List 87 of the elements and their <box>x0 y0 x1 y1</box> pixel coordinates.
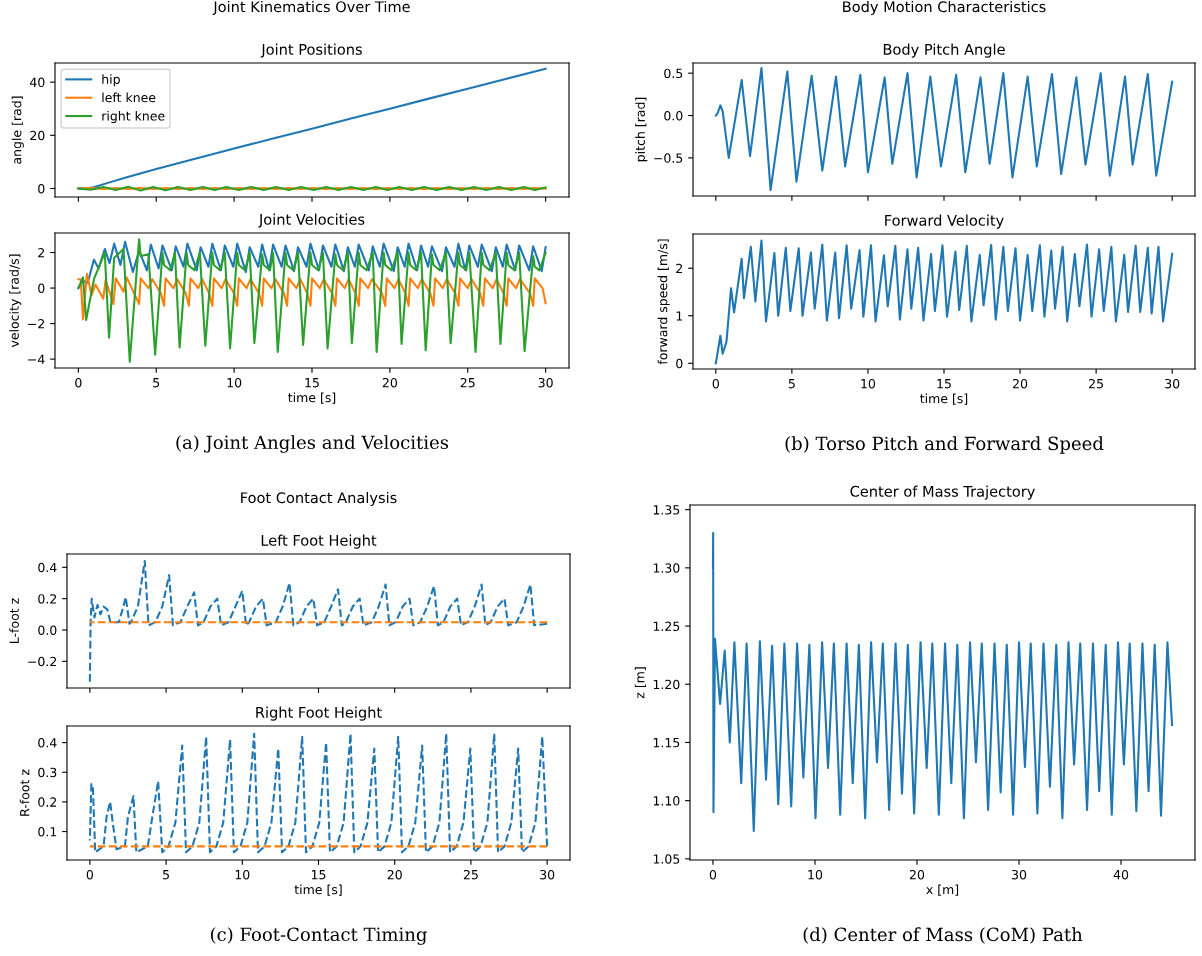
x-tick-label: 20 <box>909 869 925 880</box>
y-tick-label: 2 <box>676 263 683 273</box>
y-tick-label: 0.1 <box>38 827 57 837</box>
y-tick-label: 1.30 <box>653 563 680 573</box>
x-tick-label: 10 <box>861 378 876 389</box>
y-tick-label: 1 <box>676 311 683 321</box>
y-axis-title: velocity [rad/s] <box>9 254 22 348</box>
x-axis-title: time [s] <box>294 884 342 896</box>
y-tick-label: 20 <box>30 130 45 141</box>
text: (a) Joint Angles and Velocities <box>176 435 449 453</box>
y-tick-label: −0.5 <box>654 153 683 163</box>
y-tick-label: 1.20 <box>653 679 680 690</box>
chart-title: Body Pitch Angle <box>883 43 1005 58</box>
y-tick-label: 0.4 <box>38 562 57 573</box>
line-series <box>714 239 1174 365</box>
x-tick-label: 0 <box>712 378 719 389</box>
legend-label: left knee <box>102 92 156 103</box>
x-tick-label: 30 <box>540 869 555 880</box>
x-tick-label: 15 <box>937 379 951 389</box>
x-tick-label: 20 <box>382 377 397 388</box>
x-axis-title: time [s] <box>920 393 968 405</box>
legend-label: hip <box>102 74 120 87</box>
y-tick-label: 0 <box>676 358 683 369</box>
x-tick-label: 10 <box>808 869 823 880</box>
chart-title: Right Foot Height <box>256 706 382 721</box>
x-tick-label: 5 <box>163 870 169 880</box>
text: Body Motion Characteristics <box>843 0 1046 16</box>
y-tick-label: 0.0 <box>38 625 57 635</box>
x-tick-label: 25 <box>460 377 475 388</box>
legend-label: right knee <box>102 110 165 124</box>
y-axis-title: R-foot z <box>19 769 30 816</box>
x-tick-label: 0 <box>75 377 82 388</box>
text: (d) Center of Mass (CoM) Path <box>803 927 1083 944</box>
x-tick-label: 5 <box>153 378 160 388</box>
y-axis-title: forward speed [m/s] <box>657 239 670 365</box>
text: (c) Foot-Contact Timing <box>210 927 427 945</box>
y-tick-label: 1.35 <box>653 505 680 515</box>
x-tick-label: 0 <box>86 869 94 880</box>
text: Joint Kinematics Over Time <box>212 0 410 15</box>
x-tick-label: 10 <box>227 377 242 388</box>
y-tick-label: 0.5 <box>664 68 683 79</box>
x-tick-label: 25 <box>463 869 478 880</box>
text: (b) Torso Pitch and Forward Speed <box>785 436 1104 454</box>
y-tick-label: −2 <box>28 319 45 329</box>
x-tick-label: 20 <box>1013 378 1028 389</box>
x-tick-label: 10 <box>235 869 250 880</box>
y-tick-label: 0.4 <box>38 738 57 748</box>
chart-title: Forward Velocity <box>885 214 1004 229</box>
x-tick-label: 25 <box>1089 378 1103 389</box>
line-series <box>77 238 547 363</box>
chart-title: Center of Mass Trajectory <box>850 485 1035 500</box>
y-tick-label: 1.25 <box>653 621 680 631</box>
y-axis-title: angle [rad] <box>11 96 24 164</box>
x-tick-label: 15 <box>305 378 319 388</box>
y-tick-label: 1.10 <box>653 796 680 806</box>
y-tick-label: 0.3 <box>38 767 57 778</box>
chart-title: Joint Positions <box>260 43 362 58</box>
line-series <box>711 531 1174 832</box>
y-tick-label: 1.05 <box>653 854 680 864</box>
line-series <box>714 67 1174 192</box>
x-axis-title: x [m] <box>926 884 959 896</box>
x-tick-label: 30 <box>1012 869 1027 880</box>
y-axis-title: pitch [rad] <box>635 97 648 162</box>
y-tick-label: 40 <box>29 77 45 88</box>
x-tick-label: 15 <box>311 870 326 880</box>
text: Foot Contact Analysis <box>241 491 397 507</box>
x-tick-label: 30 <box>1165 378 1180 389</box>
x-tick-label: 0 <box>709 869 717 880</box>
y-axis-title: z [m] <box>634 667 646 699</box>
y-tick-label: 0.2 <box>38 594 57 604</box>
y-tick-label: 0.0 <box>664 110 683 121</box>
y-tick-label: 1.15 <box>653 738 680 748</box>
x-axis-title: time [s] <box>288 392 336 404</box>
line-series <box>77 272 547 321</box>
x-tick-label: 20 <box>387 869 402 880</box>
y-tick-label: −0.2 <box>28 656 57 667</box>
y-tick-label: −4 <box>28 354 45 364</box>
y-tick-label: 0.2 <box>38 797 57 807</box>
y-tick-label: 2 <box>38 248 45 258</box>
chart-title: Left Foot Height <box>261 534 377 549</box>
x-tick-label: 40 <box>1113 869 1129 880</box>
y-tick-label: 0 <box>38 283 45 293</box>
chart-title: Joint Velocities <box>258 213 365 228</box>
y-axis-title: L-foot z <box>9 598 19 643</box>
y-tick-label: 0 <box>38 183 45 194</box>
x-tick-label: 30 <box>538 377 553 388</box>
x-tick-label: 5 <box>788 379 795 389</box>
